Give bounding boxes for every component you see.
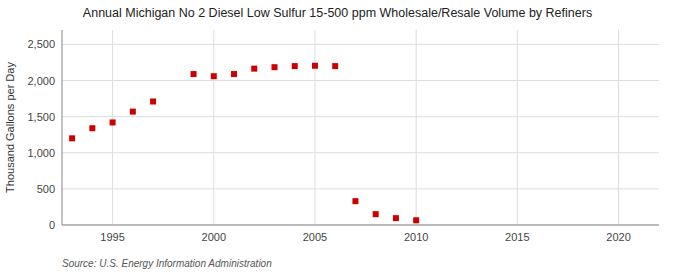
y-tick-label: 2,000 [27,75,55,87]
y-axis-line [62,30,63,225]
point [373,211,379,217]
chart-container: 0 500 1,000 1,500 2,000 2,500 1995 2000 2005 2010… [0,0,675,275]
point [150,99,156,105]
x-grid-line [517,30,518,225]
x-tick-label: 2015 [505,231,529,243]
point [271,64,277,70]
y-grid-line [62,225,659,226]
x-tick-label: 2020 [606,231,630,243]
point [393,215,399,221]
y-grid-line [62,188,659,189]
x-grid-line [314,30,315,225]
point [231,71,237,77]
y-grid-line [62,116,659,117]
source: Source: U.S. Energy Information Administ… [62,258,272,269]
chart-svg: 0 500 1,000 1,500 2,000 2,500 1995 2000 2005 2010… [0,0,675,275]
title: Annual Michigan No 2 Diesel Low Sulfur 1… [83,6,592,20]
x-grid-line [416,30,417,225]
point [89,125,95,131]
y-grid-line [62,44,659,45]
x-tick-label: 2005 [303,231,327,243]
point [110,119,116,125]
point [332,63,338,69]
point [130,109,136,115]
x-tick-label: 2010 [404,231,428,243]
y-tick-label: 500 [37,183,55,195]
points [69,63,419,224]
x-grid-line [618,30,619,225]
x-axis-line [62,225,659,226]
point [352,198,358,204]
point [191,71,197,77]
point [312,63,318,69]
point [251,66,257,72]
y-tick-label: 1,000 [27,147,55,159]
y-tick-label: 1,500 [27,111,55,123]
y-axis-label: Thousand Gallons per Day [4,62,16,193]
x-tick-label: 1995 [100,231,124,243]
x-tick-label: 2000 [202,231,226,243]
y-grid-line [62,80,659,81]
y-grid-line [62,152,659,153]
point [292,63,298,69]
point [211,73,217,79]
point [413,217,419,223]
y-tick-label: 2,500 [27,38,55,50]
grid [62,30,659,225]
point [69,135,75,141]
y-tick-label: 0 [49,219,55,231]
x-grid-line [213,30,214,225]
x-grid-line [112,30,113,225]
